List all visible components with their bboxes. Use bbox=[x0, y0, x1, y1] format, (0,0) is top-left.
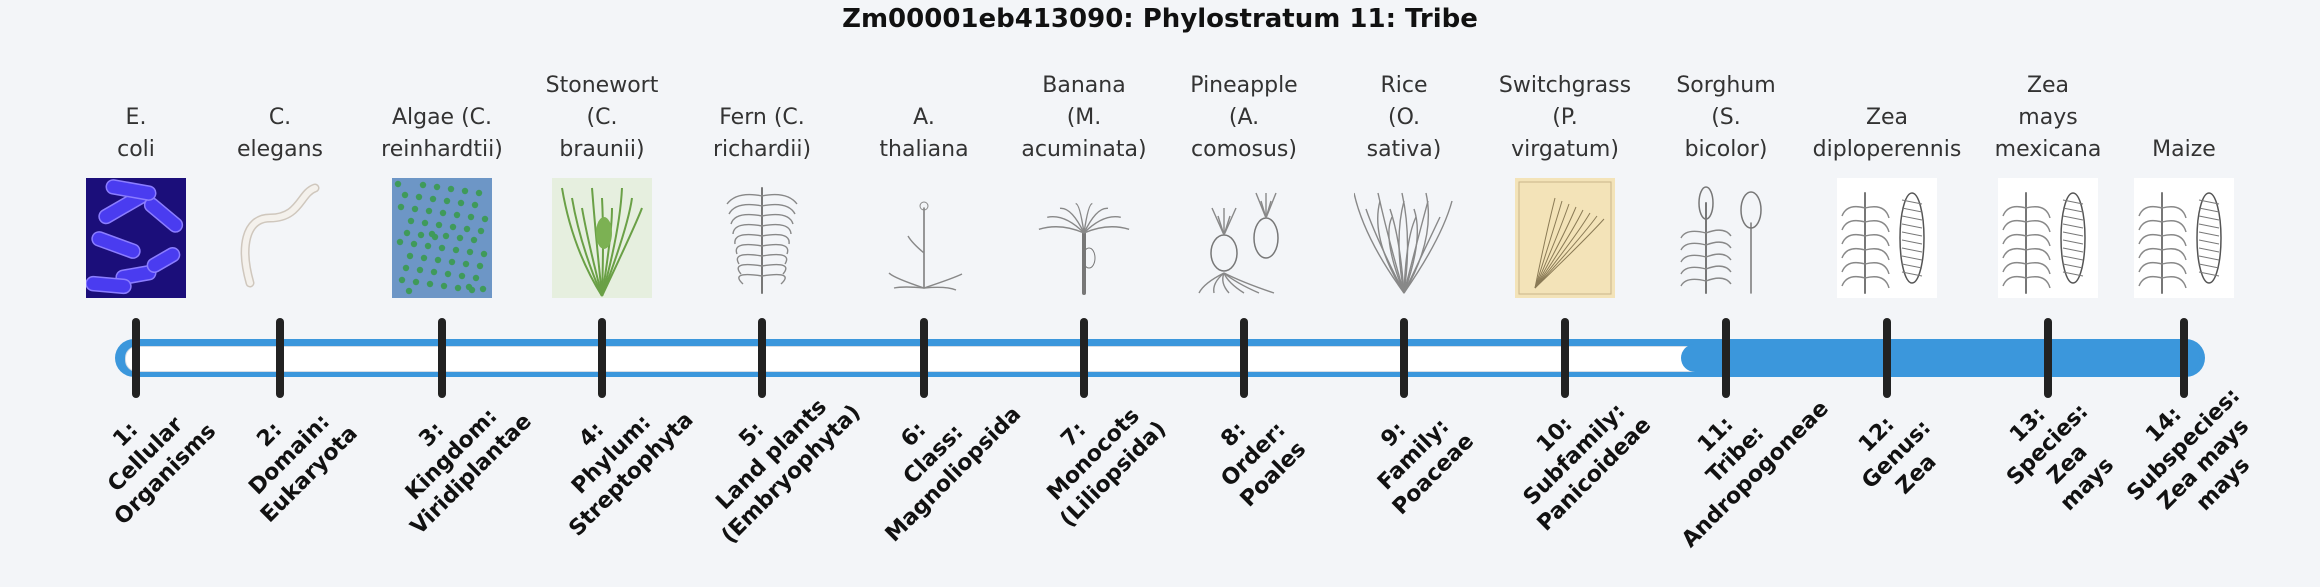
species-label: Fern (C. richardii) bbox=[712, 105, 812, 162]
stratum-tick[interactable] bbox=[920, 318, 928, 398]
stratum-tick[interactable] bbox=[1722, 318, 1730, 398]
banana-image bbox=[1034, 178, 1134, 298]
species-label: Maize bbox=[2152, 137, 2216, 162]
stratum-tick[interactable] bbox=[1400, 318, 1408, 398]
stratum-tick[interactable] bbox=[1883, 318, 1891, 398]
stratum-tick[interactable] bbox=[2044, 318, 2052, 398]
slider-filled-region bbox=[1681, 344, 2200, 372]
species-label: Algae (C. reinhardtii) bbox=[381, 105, 503, 162]
zea-mexicana-image bbox=[1998, 178, 2098, 298]
stratum-tick[interactable] bbox=[438, 318, 446, 398]
species-label: Zea mays mexicana bbox=[1994, 73, 2102, 162]
pineapple-image bbox=[1194, 178, 1294, 298]
rice-image bbox=[1354, 178, 1454, 298]
species-label: E. coli bbox=[117, 105, 155, 162]
species-label: C. elegans bbox=[236, 105, 324, 162]
page-title: Zm00001eb413090: Phylostratum 11: Tribe bbox=[842, 4, 1478, 34]
slider-unfilled-region bbox=[125, 346, 1732, 372]
species-label: Switchgrass (P. virgatum) bbox=[1498, 73, 1632, 162]
algae-image bbox=[392, 178, 492, 298]
phylostratum-slider-track[interactable] bbox=[115, 339, 2205, 377]
stratum-tick[interactable] bbox=[1240, 318, 1248, 398]
sorghum-image bbox=[1676, 178, 1776, 298]
stratum-tick[interactable] bbox=[1561, 318, 1569, 398]
fern-image bbox=[712, 178, 812, 298]
stratum-tick[interactable] bbox=[276, 318, 284, 398]
species-label: Sorghum (S. bicolor) bbox=[1676, 73, 1776, 162]
stratum-tick[interactable] bbox=[1080, 318, 1088, 398]
stratum-tick[interactable] bbox=[598, 318, 606, 398]
stratum-tick[interactable] bbox=[758, 318, 766, 398]
species-label: A. thaliana bbox=[879, 105, 969, 162]
stratum-tick[interactable] bbox=[2180, 318, 2188, 398]
species-label: Rice (O. sativa) bbox=[1366, 73, 1442, 162]
species-label: Banana (M. acuminata) bbox=[1021, 73, 1147, 162]
bacteria-image bbox=[86, 178, 186, 298]
stonewort-image bbox=[552, 178, 652, 298]
maize-image bbox=[2134, 178, 2234, 298]
switchgrass-image bbox=[1515, 178, 1615, 298]
worm-image bbox=[230, 178, 330, 298]
stratum-tick[interactable] bbox=[132, 318, 140, 398]
species-label: Pineapple (A. comosus) bbox=[1190, 73, 1298, 162]
zea-diploperennis-image bbox=[1837, 178, 1937, 298]
species-label: Zea diploperennis bbox=[1812, 105, 1962, 162]
species-label: Stonewort (C. braunii) bbox=[545, 73, 659, 162]
arabidopsis-image bbox=[874, 178, 974, 298]
